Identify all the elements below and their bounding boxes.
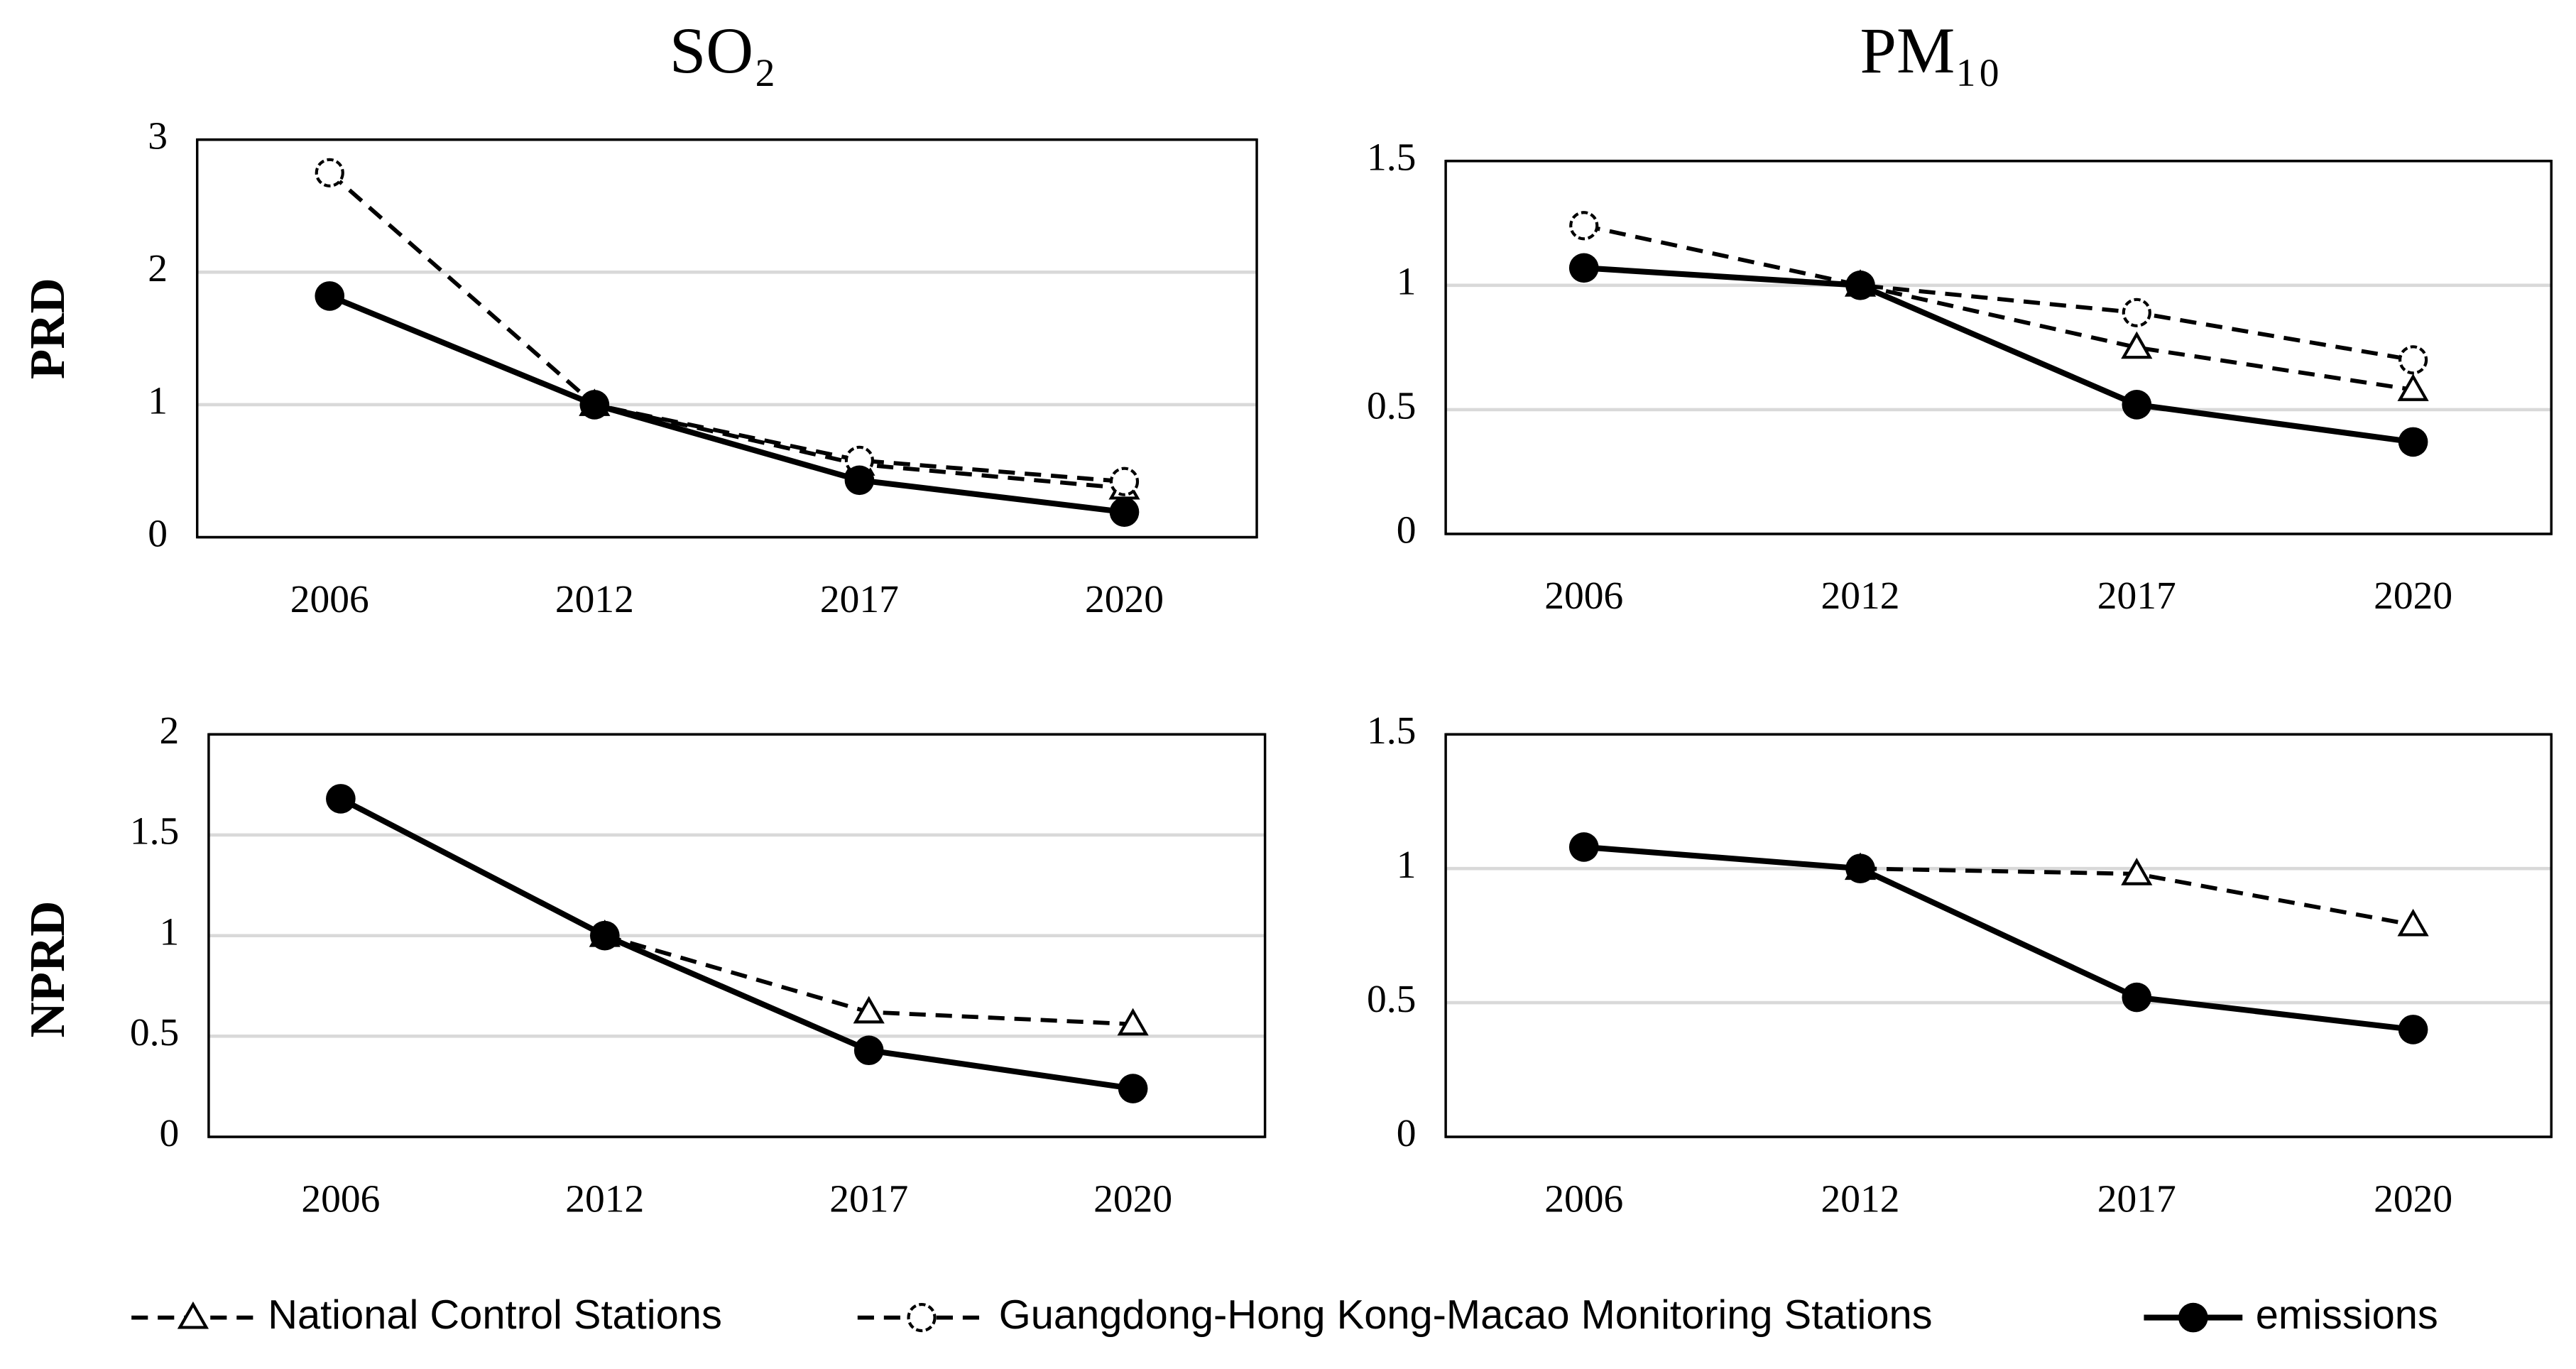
y-tick-label: 2 bbox=[159, 709, 179, 753]
y-tick-label: 1 bbox=[159, 910, 179, 954]
y-tick-label: 1 bbox=[148, 380, 168, 423]
marker bbox=[1109, 467, 1140, 496]
marker bbox=[1569, 211, 1599, 241]
x-tick-label: 2020 bbox=[2374, 1177, 2452, 1221]
marker bbox=[853, 1035, 884, 1066]
series-line bbox=[1583, 844, 2414, 1032]
marker bbox=[2122, 390, 2152, 420]
x-tick-label: 2012 bbox=[555, 578, 634, 621]
x-tick-label: 2012 bbox=[565, 1177, 644, 1221]
x-tick-label: 2020 bbox=[2374, 574, 2452, 618]
panel-title: SO₂ bbox=[670, 15, 777, 87]
x-tick-label: 2006 bbox=[1544, 574, 1623, 618]
marker bbox=[907, 1302, 937, 1333]
plot-frame bbox=[1444, 733, 2553, 1138]
x-tick-label: 2012 bbox=[1821, 574, 1900, 618]
marker bbox=[2122, 298, 2151, 327]
y-tick-label: 1.5 bbox=[1367, 136, 1416, 179]
y-tick-label: 0 bbox=[148, 512, 168, 555]
x-tick-label: 2020 bbox=[1093, 1177, 1172, 1221]
marker bbox=[2398, 1015, 2428, 1045]
plot-frame bbox=[195, 138, 1258, 539]
y-tick-label: 1 bbox=[1397, 261, 1417, 304]
marker bbox=[1845, 270, 1875, 300]
marker bbox=[844, 465, 875, 496]
marker bbox=[853, 996, 885, 1024]
legend-label: National Control Stations bbox=[268, 1292, 722, 1338]
marker bbox=[1118, 1074, 1148, 1103]
marker bbox=[1109, 497, 1140, 527]
marker bbox=[177, 1301, 209, 1329]
panel-title: PM₁₀ bbox=[1860, 15, 2001, 87]
marker bbox=[2397, 908, 2429, 937]
x-tick-label: 2017 bbox=[820, 578, 899, 621]
series-line bbox=[1583, 223, 2414, 362]
row-label: PRD bbox=[21, 278, 75, 379]
series-line bbox=[328, 171, 1125, 484]
marker bbox=[315, 158, 344, 187]
row-label: NPRD bbox=[21, 901, 75, 1038]
marker bbox=[589, 920, 620, 951]
plot-frame bbox=[1444, 160, 2553, 535]
y-tick-label: 2 bbox=[148, 247, 168, 290]
y-tick-label: 0.5 bbox=[130, 1011, 179, 1054]
y-tick-label: 1 bbox=[1397, 844, 1417, 887]
legend-label: Guangdong-Hong Kong-Macao Monitoring Sta… bbox=[999, 1292, 1933, 1338]
x-tick-label: 2020 bbox=[1085, 578, 1164, 621]
marker bbox=[2398, 345, 2428, 375]
x-tick-label: 2006 bbox=[301, 1177, 380, 1221]
marker bbox=[315, 281, 345, 311]
marker bbox=[2122, 982, 2152, 1013]
y-tick-label: 1.5 bbox=[130, 810, 179, 853]
marker bbox=[2121, 858, 2153, 885]
x-tick-label: 2012 bbox=[1821, 1177, 1900, 1221]
marker bbox=[1117, 1008, 1149, 1036]
marker bbox=[2121, 331, 2153, 359]
y-tick-label: 0 bbox=[159, 1112, 179, 1155]
y-tick-label: 3 bbox=[148, 114, 168, 158]
y-tick-label: 0 bbox=[1397, 1112, 1417, 1155]
marker bbox=[1845, 853, 1875, 883]
x-tick-label: 2017 bbox=[829, 1177, 908, 1221]
y-tick-label: 0.5 bbox=[1367, 978, 1416, 1021]
series-line bbox=[1583, 265, 2414, 445]
series-line bbox=[328, 293, 1125, 516]
legend-label: emissions bbox=[2256, 1292, 2438, 1338]
marker bbox=[579, 390, 610, 420]
plot-frame bbox=[207, 733, 1267, 1138]
y-tick-label: 1.5 bbox=[1367, 709, 1416, 753]
marker bbox=[326, 784, 356, 814]
x-tick-label: 2017 bbox=[2097, 574, 2176, 618]
y-tick-label: 0.5 bbox=[1367, 385, 1416, 428]
marker bbox=[1568, 832, 1599, 862]
x-tick-label: 2006 bbox=[1544, 1177, 1623, 1221]
marker bbox=[2397, 373, 2429, 401]
y-tick-label: 0 bbox=[1397, 509, 1417, 552]
x-tick-label: 2017 bbox=[2097, 1177, 2176, 1221]
series-line bbox=[1860, 283, 2414, 392]
marker bbox=[2178, 1302, 2208, 1333]
marker bbox=[1568, 253, 1599, 283]
marker bbox=[2398, 427, 2428, 457]
series-line bbox=[339, 796, 1134, 1092]
x-tick-label: 2006 bbox=[290, 578, 369, 621]
